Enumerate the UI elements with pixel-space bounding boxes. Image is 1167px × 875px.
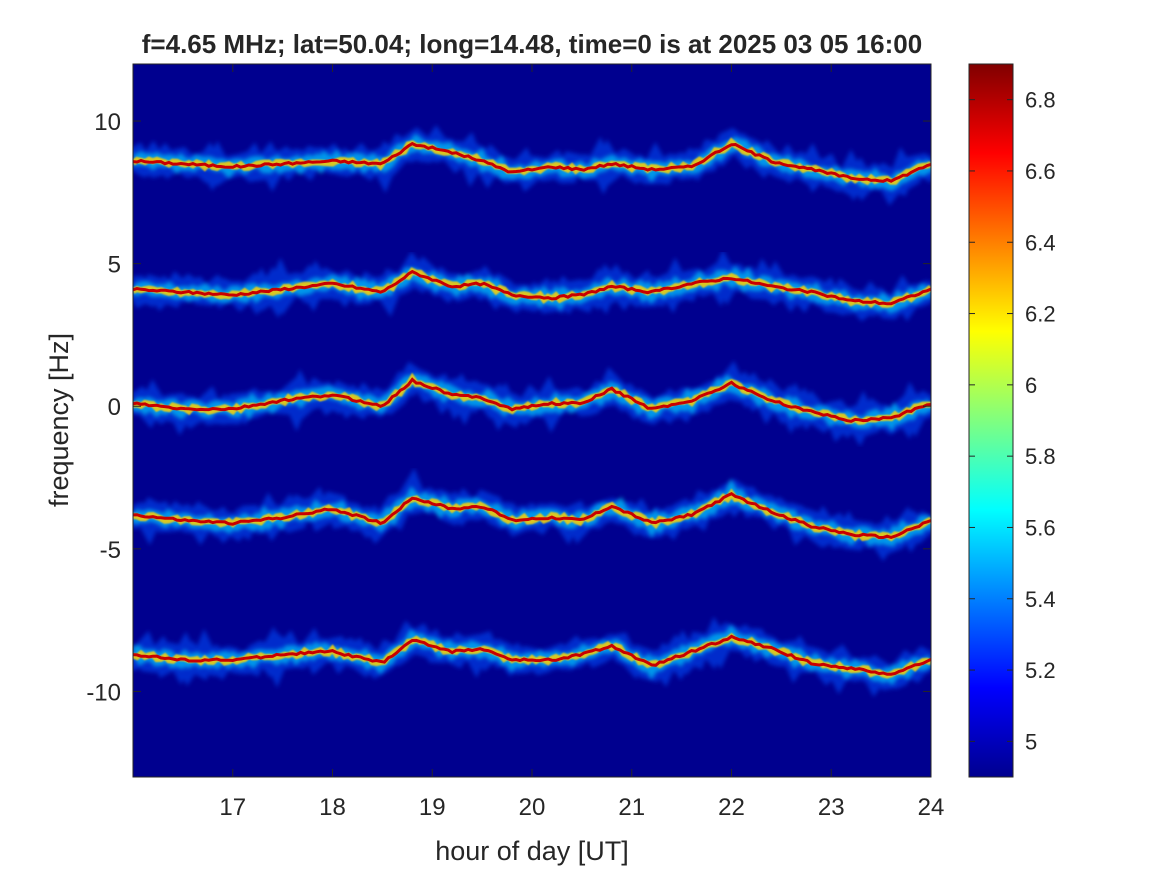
doppler-trace-1 [133, 124, 931, 206]
y-tick-label: 10 [94, 109, 121, 136]
y-tick-label: 0 [108, 394, 121, 421]
x-tick-label: 20 [519, 794, 546, 821]
colorbar-tick-label: 5.2 [1025, 658, 1056, 683]
colorbar-tick-label: 6.6 [1025, 159, 1056, 184]
colorbar-ticks: 6.8 6.6 6.4 6.2 6 5.8 5.6 5.4 5.2 5 [969, 88, 1056, 754]
colorbar [968, 63, 1014, 778]
chart-title: f=4.65 MHz; lat=50.04; long=14.48, time=… [142, 29, 922, 59]
y-tick-label: -10 [86, 679, 121, 706]
x-tick-label: 17 [219, 794, 246, 821]
doppler-trace-4 [133, 467, 931, 562]
y-tick-label: -5 [100, 537, 121, 564]
x-tick-label: 19 [419, 794, 446, 821]
spectrogram-traces [133, 124, 931, 697]
colorbar-tick-label: 5.8 [1025, 444, 1056, 469]
x-tick-label: 24 [918, 794, 945, 821]
colorbar-tick-label: 6 [1025, 373, 1037, 398]
colorbar-tick-label: 6.2 [1025, 302, 1056, 327]
trace-core [133, 491, 931, 539]
trace-core [133, 141, 931, 183]
doppler-trace-5 [133, 616, 931, 697]
x-tick-label: 21 [618, 794, 645, 821]
trace-core [133, 269, 931, 306]
colorbar-tick-label: 5.6 [1025, 515, 1056, 540]
x-tick-label: 23 [818, 794, 845, 821]
x-tick-label: 18 [319, 794, 346, 821]
y-axis-label: frequency [Hz] [44, 333, 74, 507]
colorbar-tick-label: 6.4 [1025, 230, 1056, 255]
colorbar-tick-label: 5.4 [1025, 587, 1056, 612]
trace-core [133, 377, 931, 423]
colorbar-tick-label: 6.8 [1025, 88, 1056, 113]
colorbar-tick-label: 5 [1025, 729, 1037, 754]
doppler-trace-2 [133, 249, 931, 322]
y-axis-ticks: 10 5 0 -5 -10 [86, 109, 931, 706]
x-tick-label: 22 [718, 794, 745, 821]
trace-core [133, 634, 931, 676]
x-axis-label: hour of day [UT] [435, 836, 629, 866]
x-axis-ticks: 17 18 19 20 21 22 23 24 [219, 64, 944, 821]
doppler-trace-3 [133, 360, 931, 447]
y-tick-label: 5 [108, 252, 121, 279]
